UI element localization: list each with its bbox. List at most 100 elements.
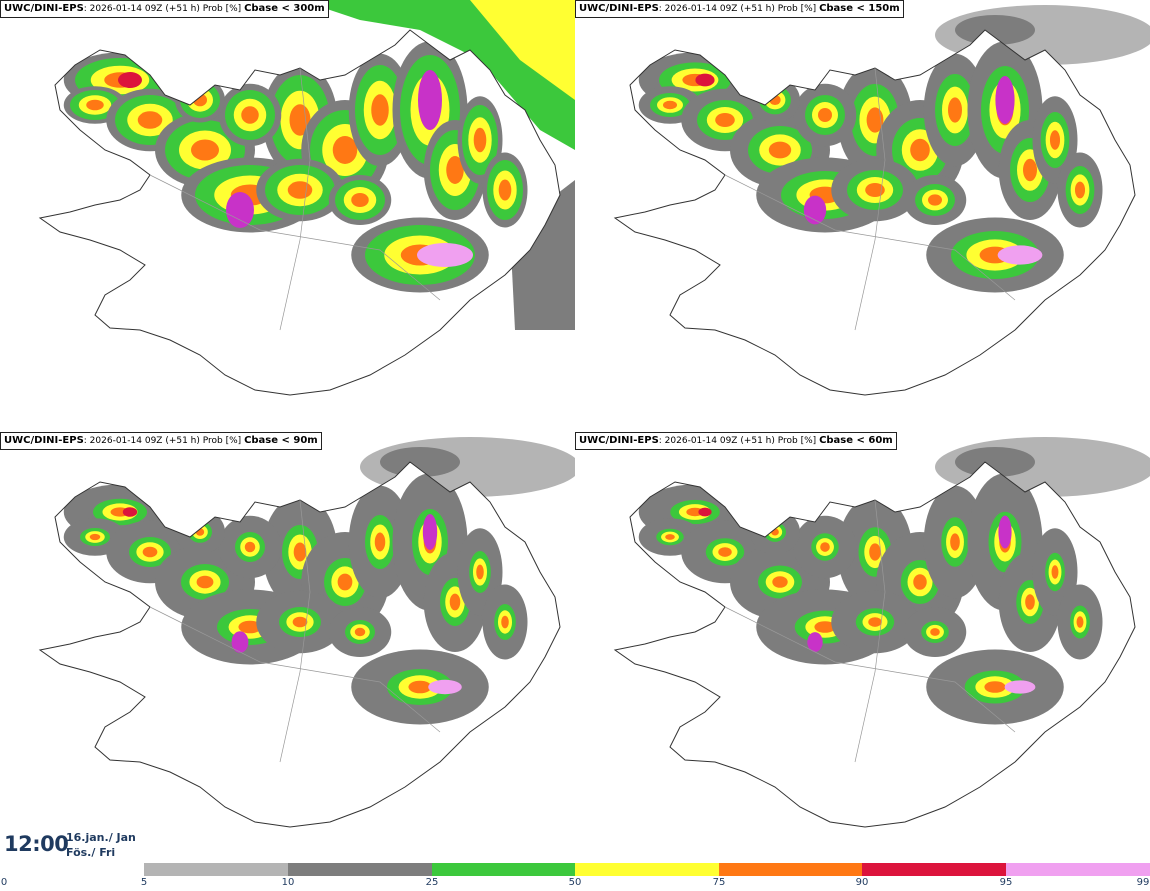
panel-model-3: UWC/DINI-EPS	[4, 435, 84, 446]
prob-orange-2-14	[928, 194, 942, 206]
prob-orange-3-3	[196, 575, 214, 589]
coastline-4	[613, 461, 1136, 828]
colorbar-tick-75: 75	[712, 877, 726, 888]
colorbar-bin-50-75	[575, 863, 719, 876]
region-border-a-2	[724, 174, 1016, 301]
region-border-b-2	[854, 67, 886, 331]
map-panel-3: UWC/DINI-EPS: 2026-01-14 09Z (+51 h) Pro…	[0, 432, 575, 864]
colorbar-tick-90: 90	[855, 877, 869, 888]
region-border-b-1	[279, 67, 311, 331]
prob-hotspot-1-3	[118, 72, 142, 88]
prob-orange-2-2	[715, 113, 735, 127]
prob-hotspot-4-1	[807, 632, 823, 652]
map-1	[38, 0, 575, 396]
prob-orange-1-13	[287, 181, 313, 199]
coastline-2	[613, 29, 1136, 396]
valid-date-line-2: Fös./ Fri	[66, 846, 116, 859]
prob-orange-4-2	[718, 547, 732, 557]
prob-orange-2-1	[663, 100, 677, 110]
prob-orange-2-13	[865, 183, 885, 197]
prob-orange-3-15	[244, 541, 256, 553]
offshore-yellow-1	[470, 0, 575, 100]
prob-hotspot-1-2	[417, 243, 473, 267]
prob-hotspot-4-2	[1004, 680, 1036, 694]
land-layer-4	[615, 462, 1135, 827]
prob-orange-3-12	[408, 680, 432, 694]
prob-orange-1-15	[241, 106, 259, 124]
panel-model-2: UWC/DINI-EPS	[579, 3, 659, 14]
prob-orange-2-10	[1049, 130, 1061, 150]
map-4	[613, 437, 1150, 828]
prob-orange-3-7	[374, 532, 386, 552]
coastline-1	[38, 29, 561, 396]
valid-time-box: 12:00 16.jan./ Jan Fös./ Fri	[0, 826, 144, 866]
panel-title-2: UWC/DINI-EPS: 2026-01-14 09Z (+51 h) Pro…	[575, 0, 904, 18]
prob-hotspot-4-3	[698, 507, 712, 517]
map-panel-2: UWC/DINI-EPS: 2026-01-14 09Z (+51 h) Pro…	[575, 0, 1150, 432]
coastline-3	[38, 461, 561, 828]
land-layer-1	[40, 30, 560, 395]
panel-variable-3: Cbase < 90m	[244, 435, 318, 446]
map-3	[38, 437, 575, 828]
region-border-a-3	[149, 606, 441, 733]
colorbar-tick-50: 50	[568, 877, 582, 888]
panel-variable-1: Cbase < 300m	[244, 3, 325, 14]
prob-orange-1-1	[86, 99, 104, 111]
colorbar-bin-25-50	[432, 863, 575, 876]
prob-hotspot-3-3	[122, 507, 138, 517]
panel-title-1: UWC/DINI-EPS: 2026-01-14 09Z (+51 h) Pro…	[0, 0, 329, 18]
colorbar-bin-90-95	[862, 863, 1006, 876]
region-border-a-4	[724, 606, 1016, 733]
colorbar-bin-5-10	[144, 863, 288, 876]
prob-orange-4-9	[1025, 594, 1035, 610]
prob-orange-4-15	[820, 542, 830, 552]
panel-title-3: UWC/DINI-EPS: 2026-01-14 09Z (+51 h) Pro…	[0, 432, 322, 450]
region-border-b-3	[279, 499, 311, 763]
panel-meta-1: 2026-01-14 09Z (+51 h) Prob [%]	[89, 4, 242, 14]
prob-orange-3-2	[142, 546, 158, 558]
prob-hotspot-4-0	[998, 515, 1012, 549]
land-layer-3	[40, 462, 560, 827]
prob-orange-3-6	[337, 573, 353, 591]
colorbar-bin-75-90	[719, 863, 862, 876]
prob-hotspot-2-0	[995, 76, 1015, 124]
prob-hotspot-1-1	[226, 192, 254, 228]
prob-orange-3-5	[293, 542, 307, 562]
prob-orange-4-11	[1076, 616, 1084, 628]
prob-orange-1-9	[446, 156, 464, 184]
prob-orange-4-5	[869, 543, 881, 561]
prob-orange-4-4	[814, 621, 836, 633]
prob-hotspot-1-0	[418, 70, 442, 130]
colorbar-tick-10: 10	[281, 877, 295, 888]
offshore-darkgrey-2	[955, 15, 1035, 45]
colorbar-tick-5: 5	[140, 877, 148, 888]
prob-orange-4-12	[984, 681, 1006, 693]
prob-hotspot-3-0	[422, 514, 438, 550]
prob-orange-4-13	[868, 617, 882, 627]
prob-orange-4-6	[913, 574, 927, 590]
offshore-darkgrey-3	[380, 447, 460, 477]
prob-orange-1-5	[289, 104, 311, 136]
map-2	[613, 5, 1150, 396]
offshore-darkgrey-4	[955, 447, 1035, 477]
prob-orange-1-16	[193, 93, 207, 107]
prob-hotspot-3-1	[231, 631, 249, 653]
prob-orange-4-3	[772, 576, 788, 588]
prob-orange-2-3	[768, 141, 792, 159]
prob-orange-1-7	[371, 94, 389, 126]
valid-time: 12:00	[4, 832, 69, 856]
prob-hotspot-2-2	[997, 245, 1043, 265]
prob-orange-3-1	[89, 533, 101, 541]
prob-orange-1-14	[351, 193, 369, 207]
prob-orange-2-11	[1074, 181, 1086, 199]
panel-model-4: UWC/DINI-EPS	[579, 435, 659, 446]
prob-orange-2-5	[866, 107, 884, 133]
panel-meta-2: 2026-01-14 09Z (+51 h) Prob [%]	[664, 4, 817, 14]
prob-hotspot-3-2	[428, 679, 462, 695]
prob-orange-1-11	[498, 179, 512, 201]
prob-orange-4-14	[930, 628, 940, 636]
prob-orange-2-9	[1023, 158, 1037, 182]
panel-meta-4: 2026-01-14 09Z (+51 h) Prob [%]	[664, 436, 817, 446]
colorbar-tick-0: 0	[0, 877, 8, 888]
prob-orange-4-7	[950, 533, 960, 551]
